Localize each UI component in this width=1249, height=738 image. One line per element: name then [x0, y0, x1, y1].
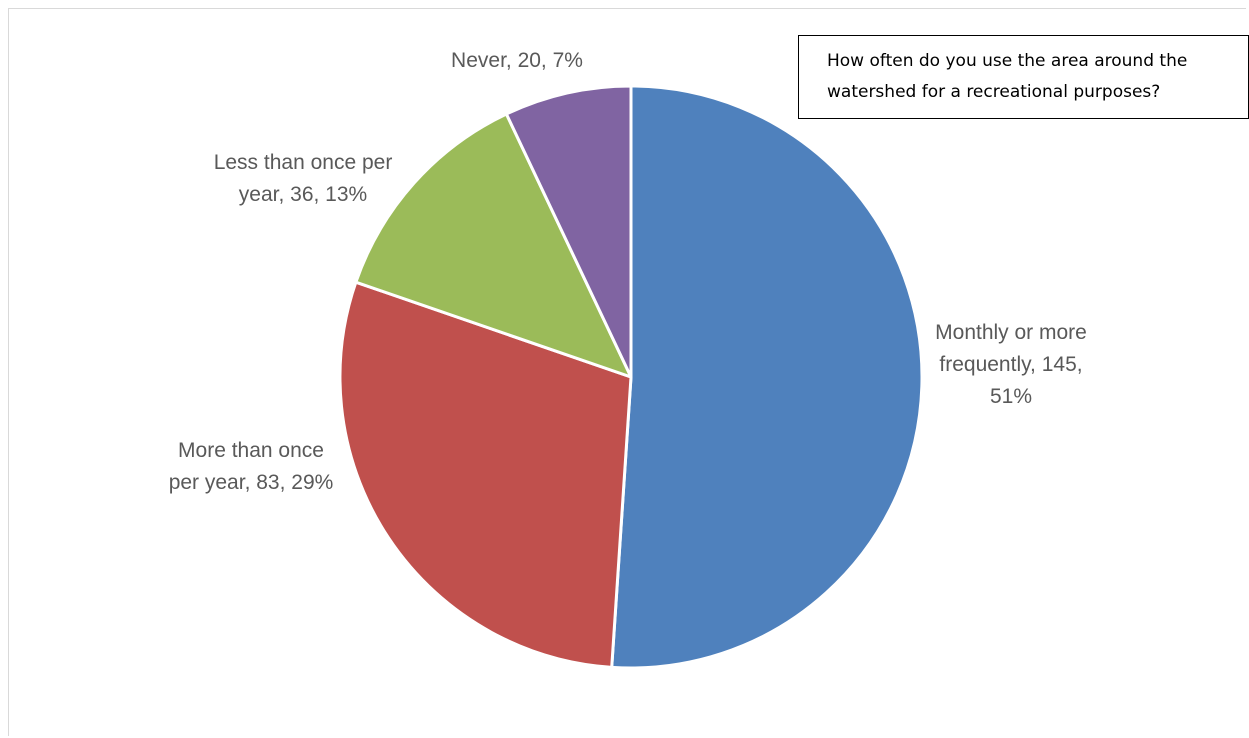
chart-area: Monthly or more frequently, 145, 51% More t…: [8, 8, 1249, 736]
slice-label-line: Monthly or more: [935, 321, 1087, 344]
pie-slice-less-than-once-per-year: [354, 112, 633, 379]
slice-label: More than once per year, 83, 29%: [169, 439, 334, 494]
slice-label-line: frequently, 145,: [939, 353, 1082, 376]
slice-label-line: Never, 20, 7%: [451, 49, 583, 72]
slice-label: Monthly or more frequently, 145, 51%: [935, 321, 1087, 408]
pie-slice-more-than-once-per-year: [338, 280, 633, 669]
pie-slices: [338, 84, 924, 670]
slice-labels: Monthly or more frequently, 145, 51% More t…: [169, 49, 1087, 494]
pie-slice-never: [504, 84, 633, 379]
slice-label-line: More than once: [178, 439, 324, 462]
chart-title: How often do you use the area around the…: [798, 35, 1249, 119]
slice-label-line: per year, 83, 29%: [169, 471, 334, 494]
slice-label-line: Less than once per: [214, 151, 393, 174]
slice-label-line: 51%: [990, 385, 1032, 408]
slice-label: Never, 20, 7%: [451, 49, 583, 72]
slice-label: Less than once per year, 36, 13%: [214, 151, 393, 206]
pie-slice-monthly-or-more-frequently: [610, 84, 924, 670]
pie-chart: Monthly or more frequently, 145, 51% More t…: [169, 49, 1087, 670]
slice-label-line: year, 36, 13%: [239, 183, 367, 206]
